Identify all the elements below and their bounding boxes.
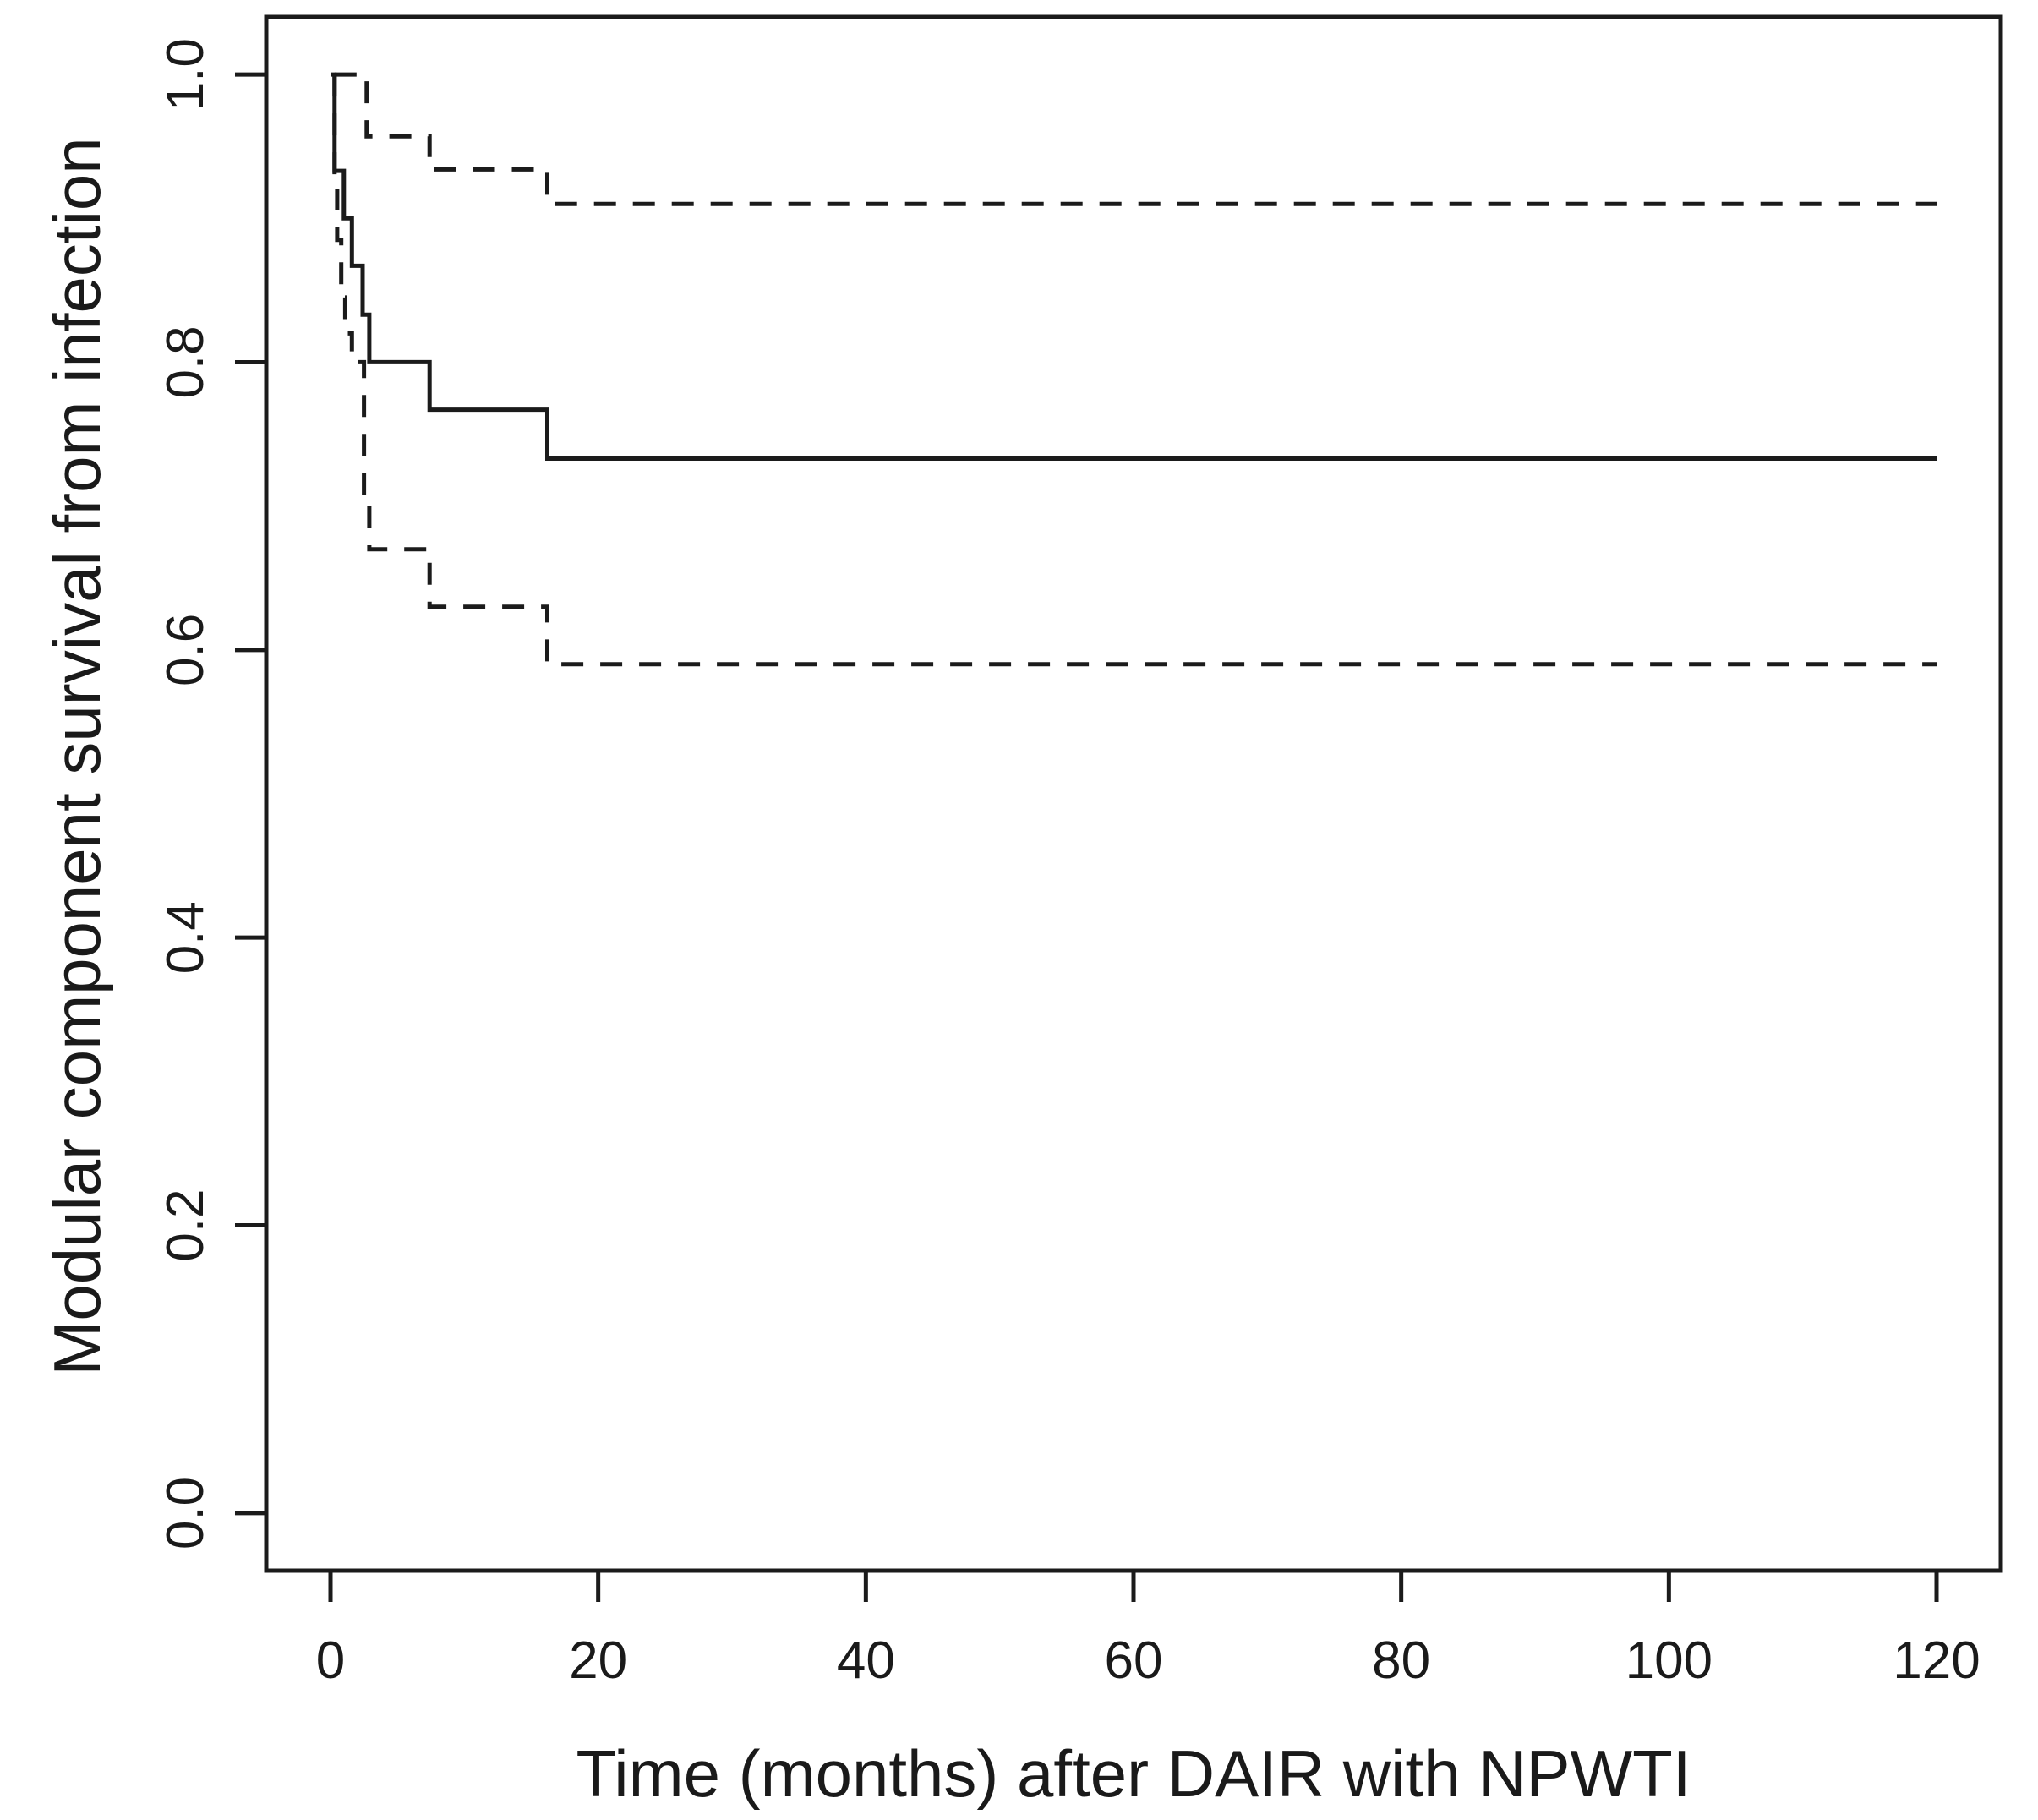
y-tick-label: 0.4: [156, 901, 215, 974]
lower-ci-curve: [332, 74, 1937, 667]
y-tick-label: 0.8: [156, 325, 215, 398]
x-tick-label: 100: [1625, 1631, 1713, 1690]
x-tick-label: 80: [1372, 1631, 1430, 1690]
plot-box: [264, 14, 2003, 1573]
y-axis-title: Modular component survival from infectio…: [40, 137, 114, 1375]
x-tick-label: 60: [1105, 1631, 1163, 1690]
km-curve: [331, 72, 1937, 461]
y-tick-label: 0.6: [156, 614, 215, 686]
x-tick-label: 120: [1893, 1631, 1980, 1690]
x-tick-label: 20: [569, 1631, 627, 1690]
x-axis-title: Time (months) after DAIR with NPWTI: [576, 1736, 1691, 1811]
upper-ci-curve: [334, 72, 1937, 206]
y-axis: 0.0 0.2 0.4 0.6 0.8 1.0: [156, 38, 266, 1549]
y-tick-label: 1.0: [156, 38, 215, 111]
x-tick-label: 0: [316, 1631, 345, 1690]
y-tick-label: 0.0: [156, 1477, 215, 1549]
y-tick-label: 0.2: [156, 1189, 215, 1261]
x-tick-label: 40: [837, 1631, 895, 1690]
x-axis: 0 20 40 60 80 100 120: [316, 1571, 1981, 1690]
survival-curves: [331, 72, 1937, 667]
